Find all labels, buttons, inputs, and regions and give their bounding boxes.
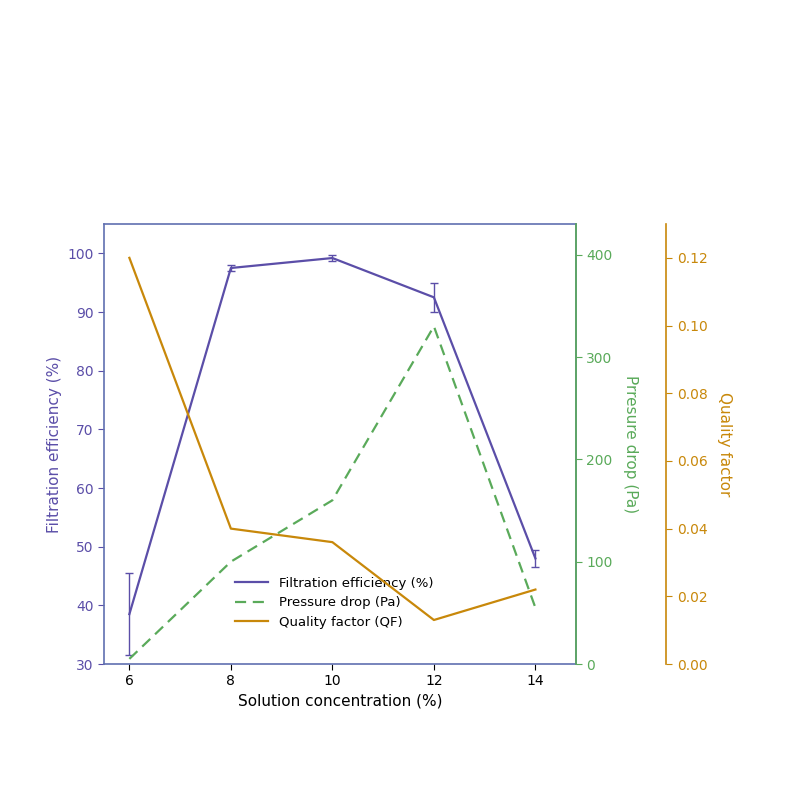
X-axis label: Solution concentration (%): Solution concentration (%) xyxy=(238,694,442,709)
Legend: Filtration efficiency (%), Pressure drop (Pa), Quality factor (QF): Filtration efficiency (%), Pressure drop… xyxy=(229,570,440,635)
Y-axis label: Filtration efficiency (%): Filtration efficiency (%) xyxy=(46,355,62,533)
Y-axis label: Prresure drop (Pa): Prresure drop (Pa) xyxy=(622,375,638,513)
Y-axis label: Quality factor: Quality factor xyxy=(718,392,733,496)
